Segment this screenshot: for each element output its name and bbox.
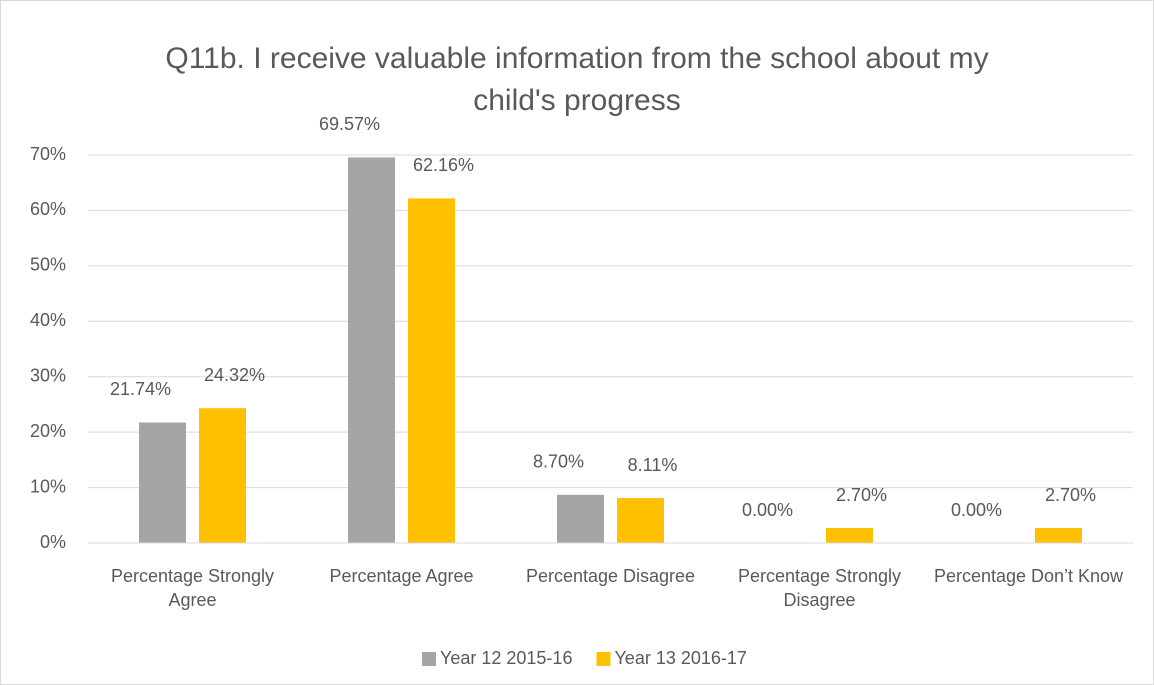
data-label: 8.11% <box>628 455 678 475</box>
bar <box>617 498 664 543</box>
bar <box>557 494 604 543</box>
data-label: 24.32% <box>204 365 265 385</box>
chart-title: Q11b. I receive valuable information fro… <box>165 42 989 117</box>
x-tick-label: Percentage Strongly Disagree <box>737 566 902 610</box>
data-label: 8.70% <box>533 452 584 472</box>
bar <box>1035 528 1082 543</box>
y-tick-label: 50% <box>30 255 66 275</box>
x-tick-label: Percentage Strongly Agree <box>110 566 275 610</box>
data-label: 2.70% <box>1045 485 1096 505</box>
data-label: 0.00% <box>742 500 793 520</box>
y-tick-label: 30% <box>30 365 66 385</box>
bar <box>199 408 246 543</box>
bar <box>139 422 186 543</box>
x-tick-label: Percentage Disagree <box>525 566 696 586</box>
x-tick-label: Percentage Don’t Know <box>933 566 1124 586</box>
y-tick-label: 20% <box>30 421 66 441</box>
legend-swatch <box>596 652 611 666</box>
legend-label: Year 13 2016-17 <box>614 648 746 668</box>
data-label: 62.16% <box>413 155 474 175</box>
bar <box>826 528 873 543</box>
data-label: 21.74% <box>110 379 171 399</box>
bar <box>348 157 395 543</box>
x-tick-label: Percentage Agree <box>329 566 474 586</box>
legend-label: Year 12 2015-16 <box>440 648 572 668</box>
data-label: 0.00% <box>951 500 1002 520</box>
y-tick-label: 0% <box>40 532 66 552</box>
legend-swatch <box>422 652 436 666</box>
y-tick-label: 60% <box>30 199 66 219</box>
data-label: 69.57% <box>319 114 380 134</box>
data-label: 2.70% <box>836 485 887 505</box>
y-tick-label: 10% <box>30 476 66 496</box>
y-tick-label: 40% <box>30 310 66 330</box>
bar <box>408 198 455 543</box>
y-tick-label: 70% <box>30 144 66 164</box>
